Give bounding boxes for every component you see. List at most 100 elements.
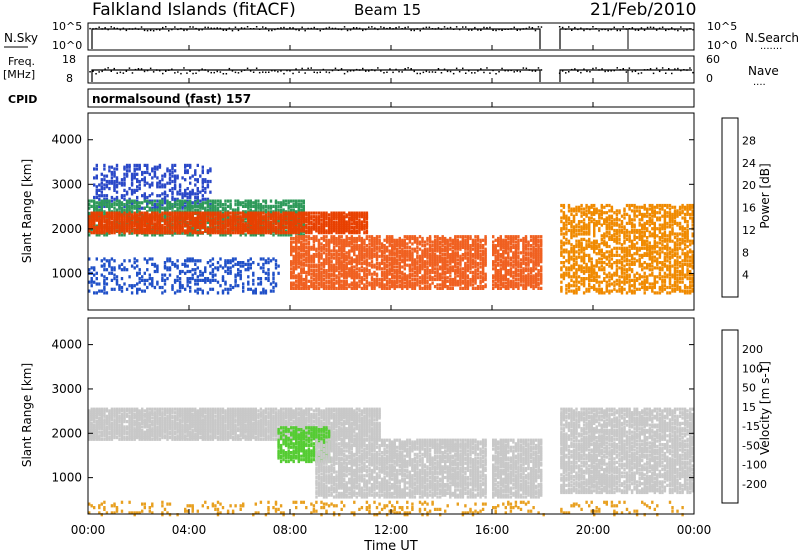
- range-gate-cell: [295, 254, 298, 258]
- range-gate-cell: [153, 167, 157, 171]
- range-gate-cell: [534, 281, 538, 285]
- range-gate-cell: [297, 229, 300, 233]
- range-gate-cell: [128, 199, 131, 203]
- range-gate-cell: [391, 279, 394, 283]
- range-gate-cell: [421, 251, 424, 255]
- range-gate-cell: [279, 201, 283, 205]
- range-gate-cell: [317, 229, 321, 233]
- range-gate-cell: [497, 272, 500, 276]
- range-gate-cell: [295, 253, 298, 257]
- range-gate-cell: [439, 256, 442, 260]
- range-gate-cell: [307, 229, 311, 233]
- range-gate-cell: [403, 274, 406, 278]
- range-gate-cell: [211, 227, 215, 231]
- range-gate-cell: [383, 256, 386, 260]
- range-gate-cell: [534, 251, 538, 255]
- range-gate-cell: [335, 258, 338, 262]
- range-gate-cell: [93, 231, 96, 235]
- nave-dot: [128, 67, 131, 69]
- range-gate-cell: [113, 216, 116, 220]
- range-gate-cell: [365, 211, 369, 215]
- range-gate-cell: [88, 220, 91, 224]
- range-gate-cell: [312, 286, 316, 290]
- range-gate-cell: [317, 240, 321, 244]
- range-gate-cell: [433, 240, 437, 244]
- range-gate-cell: [219, 229, 222, 233]
- range-gate-cell: [509, 238, 513, 242]
- range-gate-cell: [322, 277, 326, 282]
- range-gate-cell: [365, 251, 369, 255]
- range-gate-cell: [335, 216, 338, 220]
- range-gate-cell: [327, 260, 331, 264]
- range-gate-cell: [272, 233, 275, 237]
- range-gate-cell: [431, 261, 434, 266]
- range-gate-cell: [355, 274, 358, 278]
- range-gate-cell: [423, 265, 427, 269]
- range-gate-cell: [512, 251, 515, 255]
- range-gate-cell: [176, 231, 179, 235]
- range-gate-cell: [363, 245, 366, 249]
- range-gate-cell: [156, 213, 159, 217]
- range-gate-cell: [383, 238, 386, 242]
- range-gate-cell: [252, 225, 255, 229]
- range-gate-cell: [512, 274, 515, 278]
- nsearch-dot: [483, 26, 485, 29]
- range-gate-cell: [206, 179, 210, 184]
- nave-dot: [137, 68, 140, 70]
- range-gate-cell: [113, 179, 116, 184]
- range-gate-cell: [383, 265, 386, 269]
- range-gate-cell: [373, 249, 376, 253]
- range-gate-cell: [484, 277, 487, 282]
- range-gate-cell: [507, 251, 510, 255]
- range-gate-cell: [408, 265, 412, 269]
- nave-dot: [655, 67, 658, 70]
- range-gate-cell: [209, 208, 212, 212]
- range-gate-cell: [186, 229, 189, 233]
- nsearch-dot: [301, 26, 303, 29]
- nsearch-dot: [346, 29, 349, 32]
- range-gate-cell: [315, 236, 318, 241]
- range-gate-cell: [348, 211, 351, 215]
- range-gate-cell: [322, 283, 326, 287]
- range-gate-cell: [383, 274, 386, 278]
- range-gate-cell: [365, 254, 369, 258]
- nsearch-dot: [271, 29, 273, 32]
- range-gate-cell: [416, 245, 419, 249]
- range-gate-cell: [469, 279, 472, 283]
- range-gate-cell: [461, 244, 465, 248]
- range-gate-cell: [527, 253, 530, 257]
- range-gate-cell: [426, 270, 429, 274]
- nsearch-dot: [183, 29, 185, 32]
- range-gate-cell: [433, 242, 437, 246]
- range-gate-cell: [118, 203, 121, 207]
- range-gate-cell: [189, 216, 192, 220]
- range-gate-cell: [305, 270, 308, 274]
- range-gate-cell: [184, 206, 187, 210]
- range-gate-cell: [385, 256, 389, 260]
- range-gate-cell: [113, 220, 116, 224]
- range-gate-cell: [418, 235, 422, 239]
- range-gate-cell: [418, 286, 422, 290]
- range-gate-cell: [194, 170, 197, 175]
- range-gate-cell: [305, 258, 308, 262]
- range-gate-cell: [123, 176, 126, 180]
- nave-dot: [401, 71, 403, 73]
- range-gate-cell: [327, 253, 331, 257]
- range-gate-cell: [363, 231, 366, 235]
- range-gate-cell: [295, 222, 298, 226]
- range-gate-cell: [502, 242, 505, 246]
- range-gate-cell: [320, 263, 323, 267]
- range-gate-cell: [411, 236, 414, 241]
- range-gate-cell: [191, 190, 194, 194]
- range-gate-cell: [168, 216, 172, 220]
- nsky-panel: N.Sky 10^5 10^0 10^5 10^0 N.Search .....…: [4, 20, 799, 52]
- nsearch-dot: [598, 30, 600, 32]
- range-gate-cell: [522, 274, 525, 278]
- range-gate-cell: [396, 249, 399, 253]
- range-gate-cell: [479, 253, 482, 257]
- range-gate-cell: [436, 272, 439, 276]
- range-gate-cell: [254, 233, 257, 237]
- range-gate-cell: [196, 215, 199, 219]
- range-gate-cell: [492, 244, 495, 248]
- range-gate-cell: [375, 279, 379, 283]
